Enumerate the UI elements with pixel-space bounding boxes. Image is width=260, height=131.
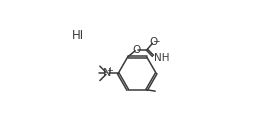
Text: O: O [149,37,157,48]
Text: HI: HI [72,29,84,42]
Text: NH: NH [154,53,170,63]
Text: −: − [152,36,160,45]
Text: O: O [132,45,140,55]
Text: +: + [106,66,113,75]
Text: N: N [103,68,111,78]
